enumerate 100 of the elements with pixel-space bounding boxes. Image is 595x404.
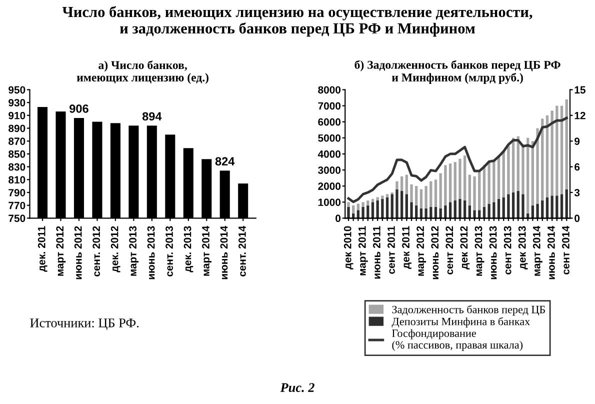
bar	[376, 200, 379, 218]
bar	[400, 190, 404, 218]
bar	[473, 210, 476, 218]
x-tick-label: июнь 2014	[220, 226, 228, 280]
bar	[550, 110, 554, 196]
bar	[546, 115, 549, 198]
data-label: 906	[70, 104, 88, 113]
x-tick-label: март 2011	[358, 226, 368, 276]
bar	[522, 144, 524, 194]
y-tick-label: 850	[8, 150, 26, 158]
bar	[478, 172, 481, 210]
x-tick-label: март 2014	[532, 226, 542, 276]
y-tick-label: 4000	[318, 150, 341, 158]
legend-label: Депозиты Минфина в банках	[392, 317, 530, 328]
bar	[565, 99, 568, 190]
y-tick-label: 2000	[318, 182, 341, 190]
x-tick-label: дек 2013	[518, 226, 528, 270]
chart-title: б) Задолженность банков перед ЦБ РФ и Минфином (млрд руб.)	[354, 60, 560, 84]
bar	[381, 198, 384, 218]
x-tick-label: дек. 2013	[184, 226, 194, 272]
x-tick-label: дек 2012	[460, 226, 470, 270]
bar	[396, 189, 398, 218]
bar	[560, 194, 564, 218]
bar	[352, 205, 355, 214]
bar	[463, 200, 466, 218]
bar	[381, 196, 384, 199]
bar	[507, 194, 510, 218]
x-tick-label: июнь 2011	[372, 226, 380, 279]
bar	[488, 162, 490, 204]
y-tick-label: 750	[8, 214, 26, 222]
bar	[424, 186, 428, 209]
bar	[396, 181, 398, 190]
bar	[410, 184, 413, 202]
y-tick-label: 3000	[318, 166, 341, 174]
bar	[492, 202, 496, 218]
line-series	[347, 116, 568, 204]
bar	[454, 162, 456, 200]
bar	[386, 197, 389, 218]
x-tick-label: дек 2010	[344, 226, 354, 270]
bar	[362, 206, 364, 218]
bar	[439, 173, 442, 209]
bar	[502, 150, 505, 198]
bar	[507, 146, 510, 194]
bar	[400, 176, 404, 191]
bar	[463, 156, 466, 200]
bar	[448, 202, 452, 218]
x-tick-label: июнь 2013	[147, 226, 155, 280]
bar	[424, 208, 428, 218]
y2-tick-label: 12	[574, 112, 586, 120]
bar	[497, 198, 500, 218]
y-tick-label: 810	[8, 176, 26, 184]
y-tick-label: 0	[336, 214, 341, 222]
x-tick-label: сент 2011	[388, 226, 395, 274]
bar	[448, 164, 452, 202]
bar	[458, 198, 462, 218]
y-tick-label: 890	[8, 124, 26, 132]
y2-tick-label: 15	[574, 86, 586, 94]
y-tick-label: 5000	[318, 134, 341, 142]
x-tick-label: сент 2012	[446, 226, 454, 274]
y-tick-label: 870	[8, 138, 26, 145]
bar	[415, 186, 418, 206]
bar	[371, 202, 374, 218]
bar	[386, 194, 389, 198]
bar	[405, 194, 408, 218]
y-tick-label: 790	[8, 188, 26, 196]
y2-tick-label: 3	[574, 188, 580, 196]
x-tick-label: сент. 2014	[238, 226, 246, 276]
bar	[536, 128, 539, 204]
text: Рис. 2	[280, 383, 314, 392]
bar	[541, 200, 544, 218]
x-tick-label: сент 2014	[562, 226, 570, 274]
bar	[347, 202, 350, 207]
bar	[444, 205, 447, 218]
y2-tick-label: 6	[574, 163, 580, 171]
bar	[458, 158, 462, 199]
bar	[420, 189, 423, 209]
x-tick-label: июнь 2012	[74, 226, 82, 280]
bar	[492, 160, 496, 202]
bar	[468, 174, 472, 206]
bar	[434, 180, 438, 207]
y-tick-label: 910	[8, 112, 26, 120]
x-tick-label: сент. 2013	[166, 226, 173, 276]
y-tick-label: 930	[8, 99, 26, 106]
legend-label: Задолженность банков перед ЦБ	[392, 305, 545, 316]
bar	[522, 194, 524, 218]
bar	[347, 206, 350, 218]
y-tick-label: 8000	[318, 86, 341, 94]
x-tick-label: дек. 2012	[110, 226, 120, 272]
x-tick-label: дек 2011	[402, 226, 412, 269]
bar	[556, 106, 558, 196]
bar	[430, 181, 432, 207]
y2-tick-label: 9	[574, 138, 580, 145]
y-tick-label: 950	[8, 86, 26, 94]
bar	[454, 200, 456, 218]
bar	[366, 200, 370, 206]
y2-tick-label: 0	[574, 214, 580, 222]
x-tick-label: март 2012	[416, 226, 426, 276]
bar	[556, 196, 558, 218]
text: Число банков, имеющих лицензию на осуществление деятельности, и задолженность банков перед ЦБ РФ и Минфином	[62, 6, 532, 37]
bar	[444, 165, 447, 206]
